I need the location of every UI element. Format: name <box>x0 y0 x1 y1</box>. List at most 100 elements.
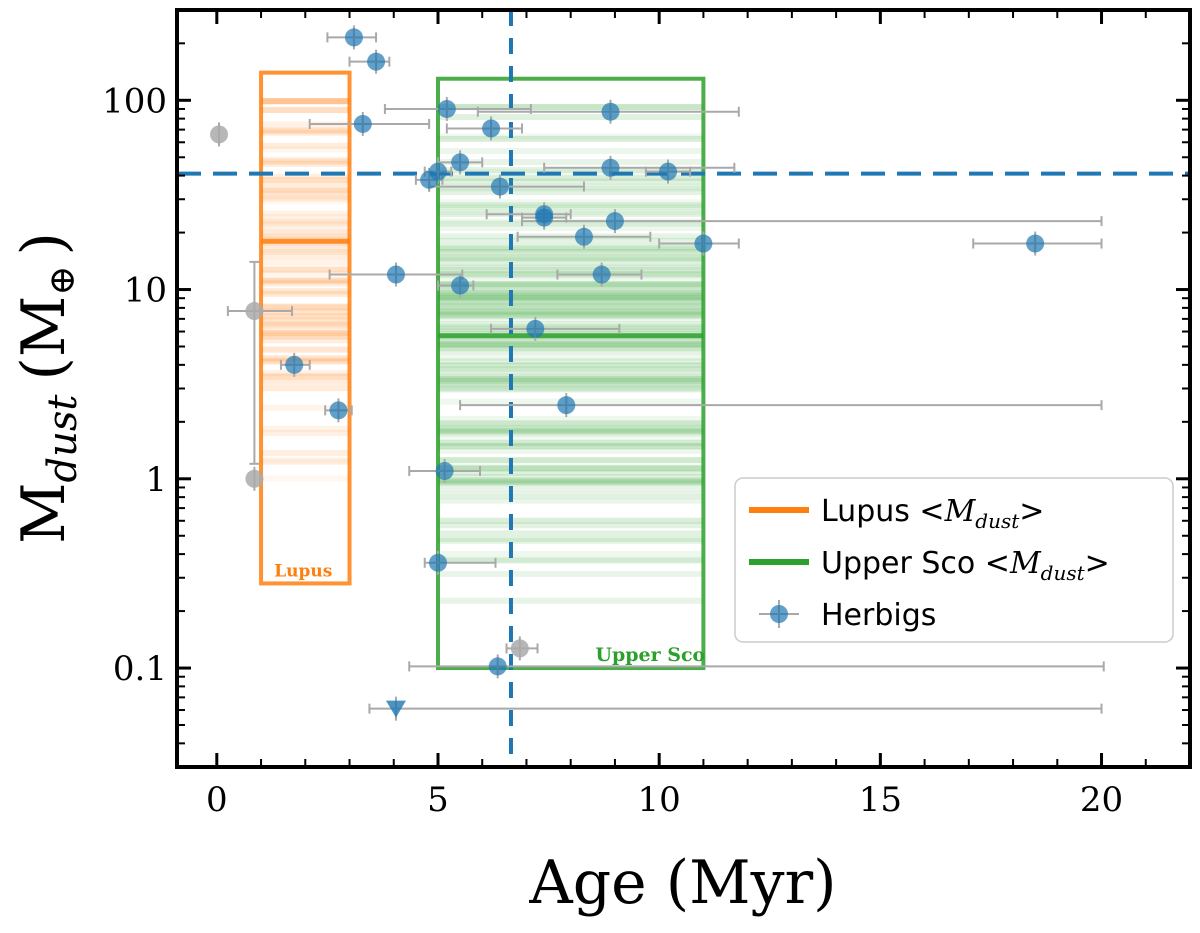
region-stripe <box>437 307 704 314</box>
region-stripe <box>437 281 704 288</box>
region-stripe <box>437 491 704 498</box>
region-stripe <box>437 497 704 504</box>
region-stripe <box>261 218 350 225</box>
region-stripe <box>261 277 350 284</box>
region-stripe <box>437 338 704 345</box>
region-stripe <box>437 376 704 383</box>
region-stripe <box>437 517 704 524</box>
region-stripe <box>437 464 704 471</box>
region-stripe <box>437 174 704 181</box>
herbig-point <box>535 208 554 227</box>
region-stripe <box>261 378 350 385</box>
region-lupus: Lupus <box>259 70 352 586</box>
region-stripe <box>261 107 350 114</box>
region-stripe <box>437 430 704 437</box>
region-stripe <box>437 291 704 298</box>
region-stripe <box>261 287 350 294</box>
y-axis-label: Mdust (M⊕) <box>9 232 86 544</box>
region-stripe <box>437 426 704 433</box>
region-stripe <box>261 142 350 149</box>
region-stripe <box>437 486 704 493</box>
region-stripe <box>437 287 704 294</box>
legend-marker <box>770 605 788 623</box>
region-stripe <box>437 358 704 365</box>
region-stripe <box>437 447 704 454</box>
region-stripe <box>437 427 704 434</box>
region-stripe <box>437 260 704 267</box>
region-stripe <box>261 277 350 284</box>
herbig-point <box>601 102 620 121</box>
region-stripe <box>437 385 704 392</box>
region-stripe <box>437 354 704 361</box>
region-stripe <box>437 295 704 302</box>
herbig-point <box>557 396 576 415</box>
region-stripe <box>437 309 704 316</box>
region-stripe <box>437 104 704 111</box>
legend-label: Herbigs <box>821 598 936 633</box>
region-stripe <box>437 386 704 393</box>
region-stripe <box>261 98 350 105</box>
y-axis-label-main: M <box>9 482 79 543</box>
region-stripe <box>437 293 704 300</box>
region-stripe <box>437 478 704 485</box>
region-stripe <box>437 556 704 563</box>
region-stripe <box>437 328 704 335</box>
upper-limit-marker <box>385 700 406 718</box>
herbig-point <box>574 227 593 246</box>
herbig-point <box>435 461 454 480</box>
region-stripe <box>261 234 350 241</box>
region-stripe <box>261 248 350 255</box>
region-stripe <box>437 376 704 383</box>
region-stripe <box>261 267 350 274</box>
region-box <box>435 76 706 671</box>
region-stripe <box>437 311 704 318</box>
legend-entry: Herbigs <box>759 598 936 633</box>
region-stripe <box>437 224 704 231</box>
region-stripe <box>261 228 350 235</box>
region-stripe <box>437 343 704 350</box>
region-stripe <box>261 316 350 323</box>
region-stripe <box>437 415 704 422</box>
herbig-point <box>526 319 545 338</box>
region-stripe <box>261 213 350 220</box>
region-stripe <box>437 185 704 192</box>
x-axis-label: Age (Myr) <box>528 848 836 918</box>
herbig-point <box>428 553 447 572</box>
herbig-point <box>285 355 304 374</box>
region-stripe <box>261 333 350 340</box>
region-stripe <box>437 136 704 143</box>
legend-entry: Lupus <Mdust> <box>749 494 1044 533</box>
region-stripe <box>437 282 704 289</box>
region-stripe <box>261 346 350 353</box>
herbig-point <box>1026 234 1045 253</box>
region-stripe <box>261 328 350 335</box>
region-stripe <box>437 493 704 500</box>
y-tick-label: 10 <box>124 271 167 311</box>
region-stripe <box>261 373 350 380</box>
herbig-point <box>451 276 470 295</box>
region-stripe <box>261 313 350 320</box>
region-stripe <box>261 127 350 134</box>
region-stripe <box>437 473 704 480</box>
region-stripe <box>261 457 350 464</box>
region-stripe <box>261 290 350 297</box>
herbig-point <box>420 170 439 189</box>
region-stripe <box>261 266 350 273</box>
region-stripe <box>261 210 350 217</box>
region-stripe <box>261 242 350 249</box>
region-stripe <box>261 160 350 167</box>
y-axis-label-sub: dust <box>40 394 86 483</box>
region-stripe <box>261 303 350 310</box>
herbig-point <box>592 265 611 284</box>
region-stripe <box>261 129 350 136</box>
region-stripe <box>261 156 350 163</box>
region-stripe <box>437 297 704 304</box>
region-stripe <box>437 308 704 315</box>
region-stripe <box>261 98 350 105</box>
grey-point <box>210 125 229 144</box>
herbig-point <box>344 28 363 47</box>
herbig-point <box>488 657 507 676</box>
region-stripe <box>437 147 704 154</box>
region-stripe <box>437 427 704 434</box>
region-stripe <box>437 257 704 264</box>
